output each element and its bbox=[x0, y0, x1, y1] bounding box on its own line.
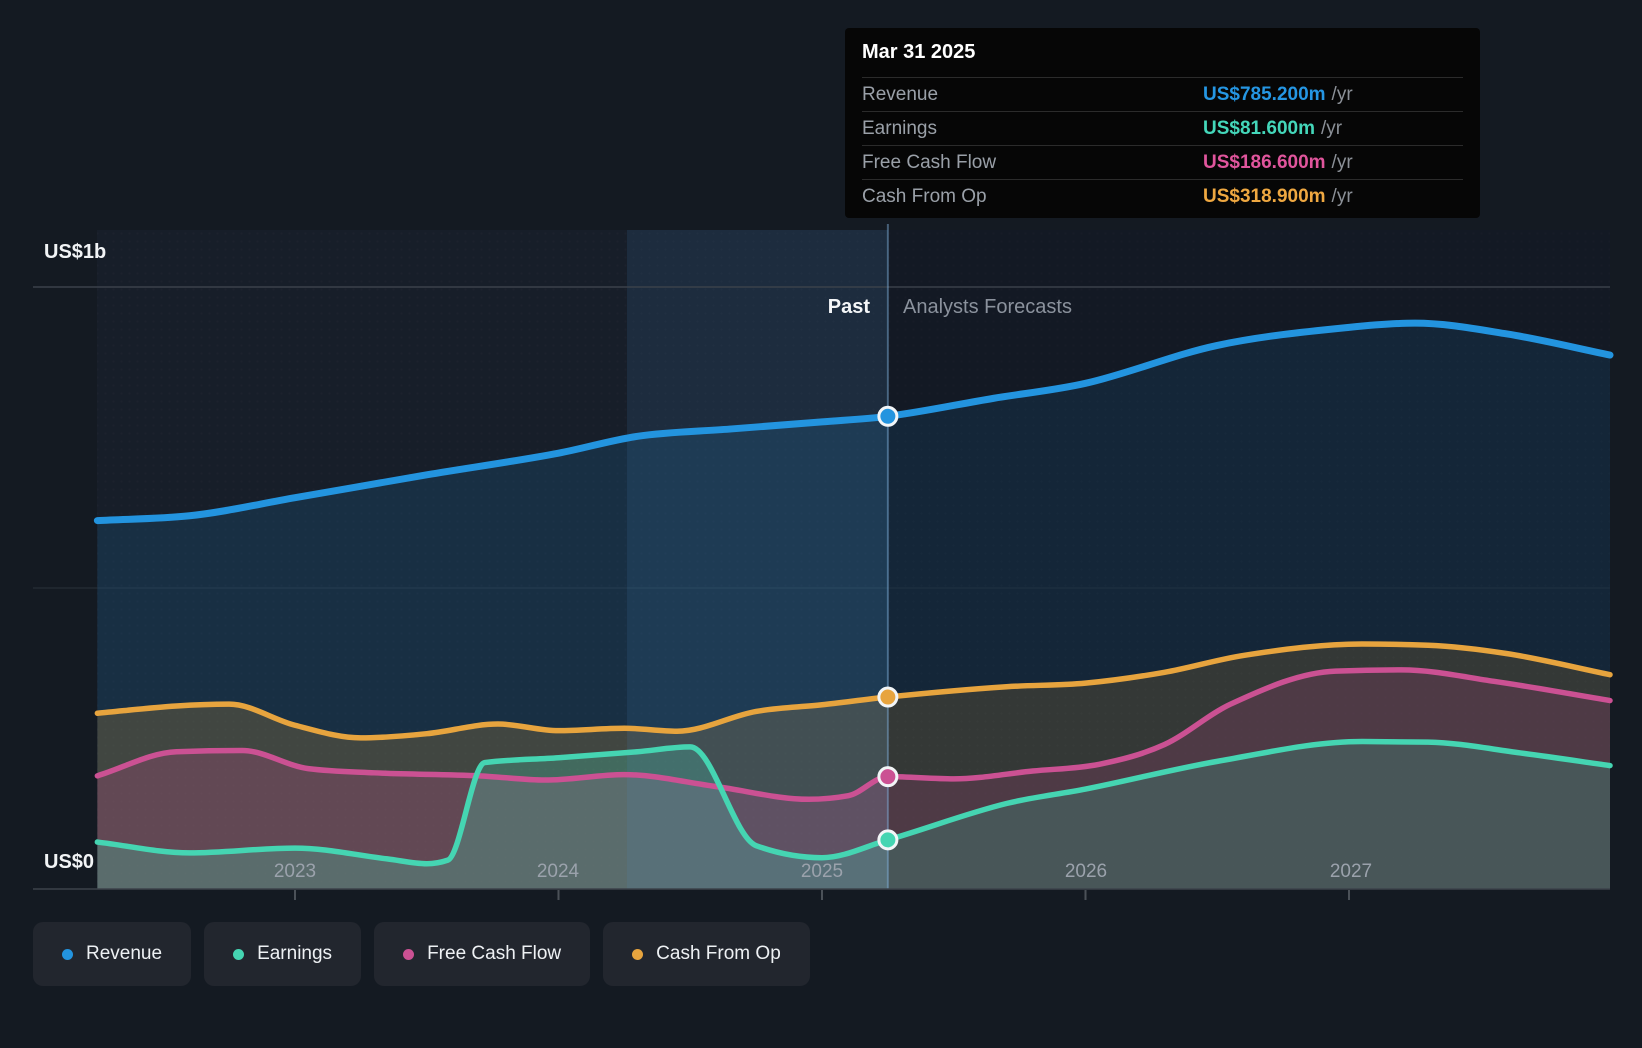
x-axis-label-2024: 2024 bbox=[536, 861, 580, 882]
cash-from-op-series-dot-icon bbox=[632, 948, 644, 960]
tooltip-unit: /yr bbox=[1331, 185, 1353, 207]
legend-label: Revenue bbox=[86, 943, 163, 964]
x-axis-label-2025: 2025 bbox=[800, 861, 844, 882]
y-axis-label-0: US$0 bbox=[44, 851, 95, 873]
tooltip-unit: /yr bbox=[1331, 151, 1353, 173]
tooltip-unit: /yr bbox=[1331, 83, 1353, 105]
tooltip-row-free-cash-flow: Free Cash Flow US$186.600m /yr bbox=[862, 145, 1463, 179]
legend: Revenue Earnings Free Cash Flow Cash Fro… bbox=[33, 922, 810, 986]
x-axis-label-2023: 2023 bbox=[273, 861, 317, 882]
past-section-label: Past bbox=[827, 296, 870, 318]
legend-label: Free Cash Flow bbox=[427, 943, 562, 964]
tooltip-value: US$785.200m bbox=[1203, 83, 1326, 105]
tooltip-row-cash-from-op: Cash From Op US$318.900m /yr bbox=[862, 179, 1463, 213]
legend-item-revenue[interactable]: Revenue bbox=[33, 922, 192, 986]
x-axis-label-2026: 2026 bbox=[1064, 861, 1108, 882]
tooltip-value: US$186.600m bbox=[1203, 151, 1326, 173]
y-axis-label-1b: US$1b bbox=[44, 241, 107, 263]
revenue-series-dot-icon bbox=[62, 948, 73, 960]
tooltip-value: US$81.600m bbox=[1203, 117, 1315, 139]
forecast-section-label: Analysts Forecasts bbox=[903, 296, 1072, 318]
tooltip-value: US$318.900m bbox=[1203, 185, 1326, 207]
tooltip: Mar 31 2025 Revenue US$785.200m /yr Earn… bbox=[845, 28, 1480, 218]
tooltip-label: Earnings bbox=[862, 117, 937, 139]
tooltip-date: Mar 31 2025 bbox=[862, 41, 976, 63]
legend-item-earnings[interactable]: Earnings bbox=[204, 922, 362, 986]
tooltip-unit: /yr bbox=[1320, 117, 1343, 139]
x-axis-label-2027: 2027 bbox=[1329, 861, 1373, 882]
legend-label: Cash From Op bbox=[656, 943, 781, 964]
legend-label: Earnings bbox=[257, 943, 333, 964]
legend-item-cash-from-op[interactable]: Cash From Op bbox=[603, 922, 810, 986]
tooltip-row-revenue: Revenue US$785.200m /yr bbox=[862, 77, 1463, 111]
tooltip-label: Cash From Op bbox=[862, 185, 987, 207]
free-cash-flow-series-dot-icon bbox=[403, 948, 415, 960]
earnings-series-dot-icon bbox=[233, 948, 245, 960]
tooltip-row-earnings: Earnings US$81.600m /yr bbox=[862, 111, 1463, 145]
tooltip-label: Revenue bbox=[862, 83, 939, 105]
legend-item-free-cash-flow[interactable]: Free Cash Flow bbox=[374, 922, 591, 986]
tooltip-label: Free Cash Flow bbox=[862, 151, 997, 173]
